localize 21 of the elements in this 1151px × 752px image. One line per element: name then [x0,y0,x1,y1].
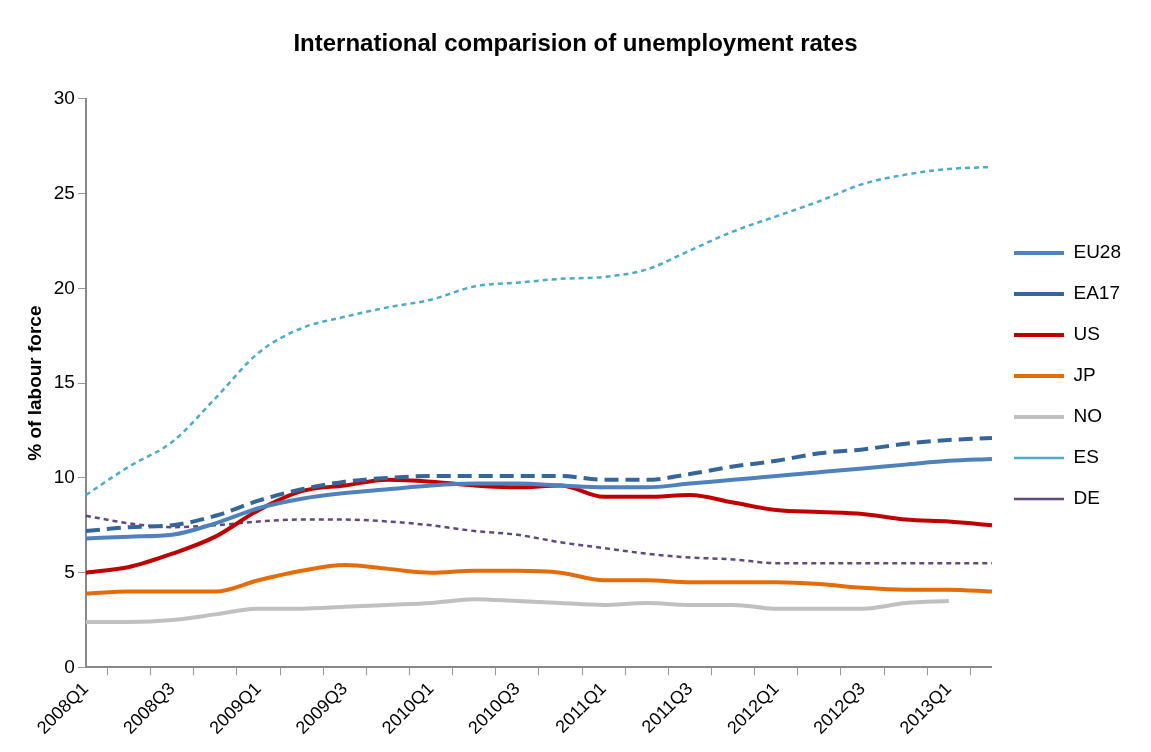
y-tick-label: 15 [53,371,75,393]
line-series [83,597,951,624]
legend-label: US [1073,323,1100,345]
y-tick-label: 0 [64,655,75,677]
line-series [84,514,994,565]
y-tick-label: 5 [64,560,75,582]
legend-label: JP [1073,364,1096,386]
y-axis-title: % of labour force [23,305,45,461]
y-tick-label: 30 [53,87,75,109]
y-tick-label: 25 [53,181,75,203]
legend-label: NO [1073,405,1102,427]
y-tick-label: 20 [53,276,75,298]
legend-label: DE [1073,487,1100,509]
line-series [83,436,994,533]
legend-label: EU28 [1073,241,1121,263]
chart-title: International comparision of unemployment rates [293,29,858,57]
line-series [83,563,994,596]
legend-label: EA17 [1073,282,1120,304]
legend-label: ES [1073,446,1099,468]
y-tick-label: 10 [53,466,75,488]
line-series [83,456,994,541]
